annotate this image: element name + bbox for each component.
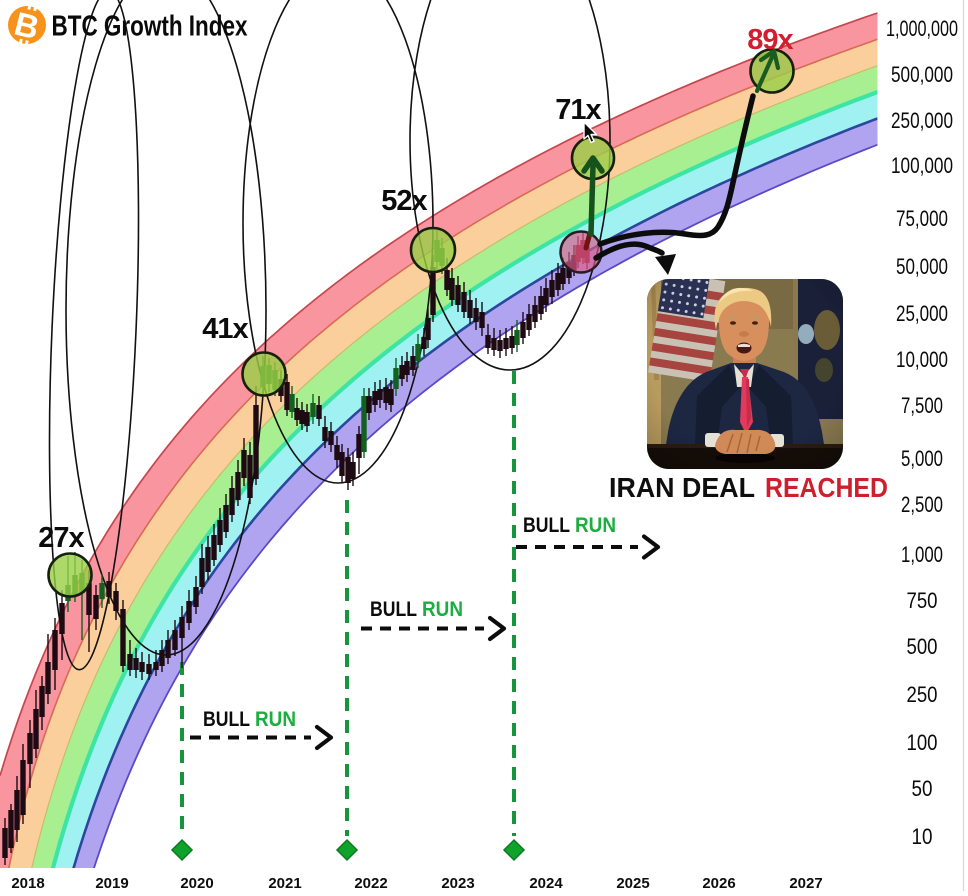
svg-text:89x: 89x [747, 24, 793, 56]
svg-text:IRAN DEAL: IRAN DEAL [609, 472, 755, 503]
svg-text:BTC Growth Index: BTC Growth Index [52, 11, 248, 43]
svg-text:750: 750 [907, 588, 938, 613]
svg-text:2022: 2022 [354, 875, 387, 891]
svg-text:2024: 2024 [529, 875, 563, 891]
svg-text:2019: 2019 [95, 875, 128, 891]
svg-text:71x: 71x [555, 94, 601, 126]
svg-text:27x: 27x [38, 522, 84, 554]
svg-text:2018: 2018 [11, 875, 44, 891]
svg-text:10,000: 10,000 [896, 347, 948, 372]
svg-text:BULL: BULL [523, 513, 570, 537]
svg-text:100: 100 [907, 730, 938, 755]
svg-text:BULL: BULL [203, 707, 250, 731]
svg-text:500,000: 500,000 [891, 62, 953, 87]
svg-text:7,500: 7,500 [901, 393, 943, 418]
svg-text:25,000: 25,000 [896, 301, 948, 326]
svg-text:500: 500 [907, 634, 938, 659]
svg-text:50: 50 [912, 776, 933, 801]
svg-text:1,000: 1,000 [901, 542, 943, 567]
svg-text:RUN: RUN [255, 707, 296, 731]
svg-text:REACHED: REACHED [765, 472, 888, 503]
svg-text:2026: 2026 [702, 875, 735, 891]
svg-text:10: 10 [912, 824, 933, 849]
svg-text:250,000: 250,000 [891, 108, 953, 133]
svg-text:41x: 41x [202, 313, 248, 345]
svg-text:2027: 2027 [789, 875, 822, 891]
svg-text:52x: 52x [381, 185, 427, 217]
svg-text:2020: 2020 [180, 875, 213, 891]
svg-text:2021: 2021 [268, 875, 301, 891]
svg-text:2025: 2025 [616, 875, 649, 891]
svg-text:RUN: RUN [422, 597, 463, 621]
svg-text:2023: 2023 [441, 875, 474, 891]
svg-text:RUN: RUN [575, 513, 616, 537]
svg-text:2,500: 2,500 [901, 492, 943, 517]
svg-text:BULL: BULL [370, 597, 417, 621]
svg-text:75,000: 75,000 [896, 206, 948, 231]
svg-text:5,000: 5,000 [901, 446, 943, 471]
svg-text:100,000: 100,000 [891, 153, 953, 178]
svg-text:50,000: 50,000 [896, 254, 948, 279]
svg-text:250: 250 [907, 682, 938, 707]
svg-text:1,000,000: 1,000,000 [886, 16, 958, 41]
